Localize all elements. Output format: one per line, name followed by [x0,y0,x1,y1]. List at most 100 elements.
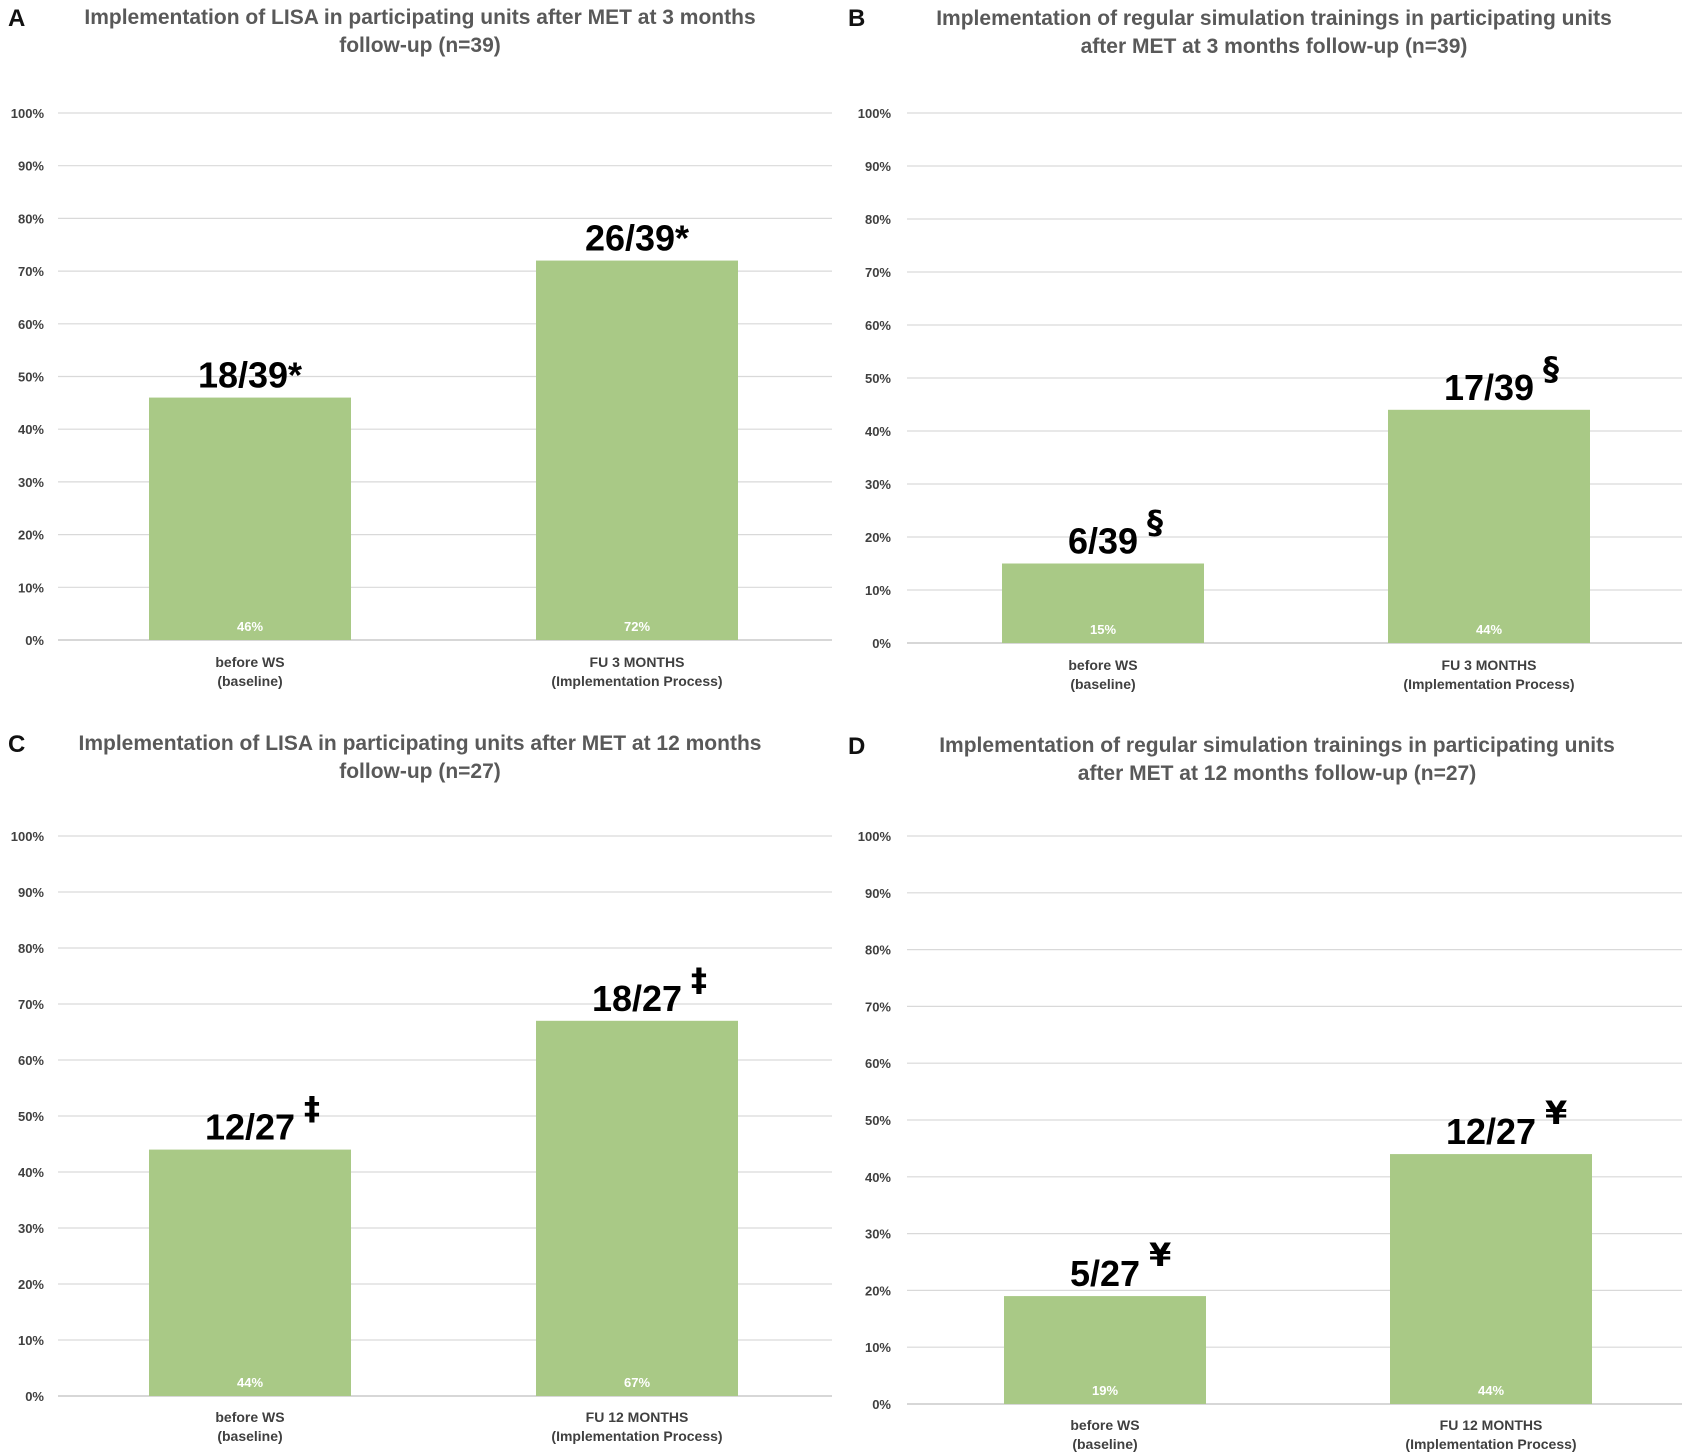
x-category-label-line-2: (Implementation Process) [551,1428,722,1444]
bar-value-label: 44% [237,1375,263,1390]
y-tick-label: 90% [865,159,891,174]
y-tick-label: 0% [25,633,44,648]
bar [149,397,351,640]
significance-symbol: § [1543,350,1559,388]
y-tick-label: 70% [18,997,44,1012]
chart-title-line-1: Implementation of LISA in participating … [79,732,762,755]
bar-value-label: 15% [1090,622,1116,637]
x-category-label-line-2: (baseline) [217,673,282,689]
x-category-label-line-1: FU 12 MONTHS [1440,1417,1543,1433]
y-tick-label: 10% [865,583,891,598]
y-tick-label: 90% [18,885,44,900]
chart-panel-d: D Implementation of regular simulation tr… [848,733,1682,1452]
x-category-label-line-2: (Implementation Process) [1403,676,1574,692]
bar-value-label: 72% [624,619,650,634]
chart-panel-a: A Implementation of LISA in participating… [8,5,832,689]
chart-title-line-2: after MET at 12 months follow-up (n=27) [1078,762,1476,785]
y-tick-label: 30% [18,1221,44,1236]
bar [1388,409,1590,643]
y-tick-label: 40% [865,424,891,439]
bar-fraction-label: 17/39 [1444,367,1534,408]
y-tick-label: 50% [865,1113,891,1128]
chart-title-line-2: after MET at 3 months follow-up (n=39) [1081,35,1468,58]
y-tick-label: 60% [865,1056,891,1071]
y-tick-label: 50% [865,371,891,386]
y-tick-label: 100% [11,829,45,844]
y-tick-label: 60% [18,317,44,332]
y-tick-label: 100% [858,106,892,121]
bar [1004,1296,1206,1404]
panel-label: C [8,731,25,758]
chart-panel-b: B Implementation of regular simulation tr… [848,5,1682,692]
panel-label: D [848,733,865,760]
y-tick-label: 70% [865,265,891,280]
y-tick-label: 100% [11,106,45,121]
x-category-label-line-2: (baseline) [1070,676,1135,692]
y-tick-label: 30% [865,1227,891,1242]
y-tick-label: 20% [18,1277,44,1292]
y-tick-label: 80% [865,212,891,227]
x-category-label-line-2: (baseline) [1072,1436,1137,1452]
chart-title-line-2: follow-up (n=39) [339,34,501,57]
y-tick-label: 30% [865,477,891,492]
bar-fraction-label: 12/27 [1446,1111,1536,1152]
bar [1002,563,1204,643]
chart-title-line-1: Implementation of regular simulation tra… [939,734,1615,757]
bar [1390,1154,1592,1404]
x-category-label-line-2: (Implementation Process) [1405,1436,1576,1452]
y-tick-label: 50% [18,370,44,385]
panel-label: B [848,5,865,32]
bar-fraction-label: 18/39* [198,355,302,396]
significance-symbol: ‡ [691,961,707,999]
y-tick-label: 10% [18,1333,44,1348]
x-category-label-line-1: FU 3 MONTHS [590,654,685,670]
chart-title-line-1: Implementation of LISA in participating … [84,6,755,29]
y-tick-label: 70% [865,999,891,1014]
significance-symbol: ¥ [1149,1236,1171,1274]
y-tick-label: 60% [865,318,891,333]
y-tick-label: 0% [25,1389,44,1404]
y-tick-label: 30% [18,475,44,490]
bar [536,1020,738,1396]
panel-label: A [8,5,25,32]
x-category-label-line-1: FU 3 MONTHS [1442,657,1537,673]
bar-value-label: 44% [1476,622,1502,637]
y-tick-label: 70% [18,264,44,279]
bar-fraction-label: 5/27 [1070,1253,1140,1294]
chart-panel-c: C Implementation of LISA in participating… [8,731,832,1444]
bar-fraction-label: 12/27 [205,1107,295,1148]
bar-fraction-label: 26/39* [585,218,689,259]
significance-symbol: ‡ [304,1090,320,1128]
y-tick-label: 80% [18,211,44,226]
bar [536,260,738,640]
x-category-label-line-1: FU 12 MONTHS [586,1409,689,1425]
y-tick-label: 90% [18,159,44,174]
x-category-label-line-2: (Implementation Process) [551,673,722,689]
chart-title-line-1: Implementation of regular simulation tra… [936,7,1612,30]
y-tick-label: 10% [865,1340,891,1355]
bar-fraction-label: 18/27 [592,978,682,1019]
y-tick-label: 90% [865,886,891,901]
y-tick-label: 10% [18,580,44,595]
y-tick-label: 40% [18,422,44,437]
y-tick-label: 0% [872,1397,891,1412]
y-tick-label: 40% [865,1170,891,1185]
bar-fraction-label: 6/39 [1068,521,1138,562]
bar [149,1149,351,1396]
y-tick-label: 80% [18,941,44,956]
y-tick-label: 60% [18,1053,44,1068]
y-tick-label: 40% [18,1165,44,1180]
significance-symbol: § [1147,504,1163,542]
chart-title-line-2: follow-up (n=27) [339,760,501,783]
x-category-label-line-1: before WS [1068,657,1137,673]
x-category-label-line-1: before WS [215,654,284,670]
y-tick-label: 50% [18,1109,44,1124]
significance-symbol: ¥ [1545,1094,1567,1132]
x-category-label-line-1: before WS [1070,1417,1139,1433]
bar-value-label: 46% [237,619,263,634]
bar-value-label: 44% [1478,1383,1504,1398]
bar-value-label: 19% [1092,1383,1118,1398]
y-tick-label: 20% [865,530,891,545]
y-tick-label: 100% [858,829,892,844]
